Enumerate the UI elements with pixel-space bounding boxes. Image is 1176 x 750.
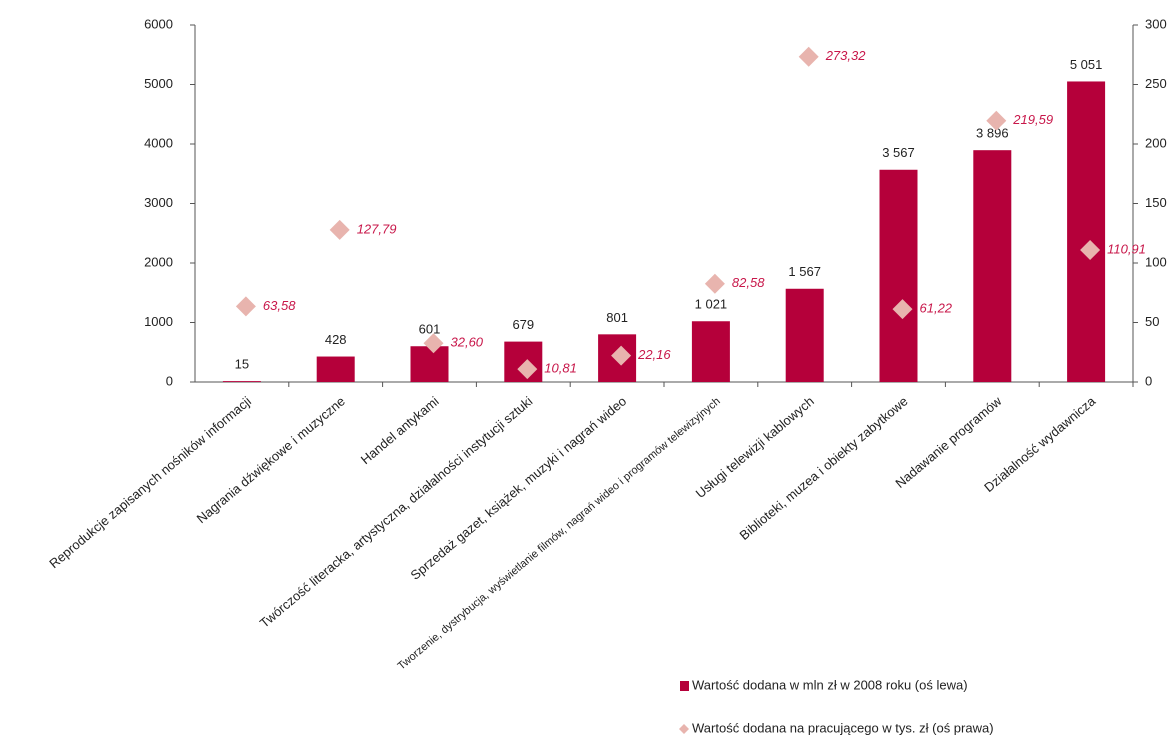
bar-value-label: 15 (235, 357, 249, 372)
bar (785, 288, 824, 382)
bar (879, 169, 918, 382)
marker-value-label: 219,59 (1012, 112, 1053, 127)
diamond-marker (329, 219, 350, 240)
y2-tick-label: 0 (1145, 373, 1152, 388)
diamond-marker (423, 333, 444, 354)
bar (1067, 81, 1106, 382)
bar-value-label: 1 021 (695, 297, 728, 312)
marker-value-label: 32,60 (451, 335, 484, 350)
y-tick-label: 3000 (144, 195, 173, 210)
bar-value-label: 3 896 (976, 126, 1009, 141)
bar-value-label: 601 (419, 322, 441, 337)
diamond-marker (986, 110, 1007, 131)
bar (973, 150, 1012, 382)
marker-value-label: 127,79 (357, 221, 397, 236)
x-tick-label: Tworzenie, dystrybucja, wyświetlanie fil… (396, 395, 723, 672)
y2-tick-label: 50 (1145, 314, 1159, 329)
y-tick-label: 6000 (144, 16, 173, 31)
marker-value-label: 82,58 (732, 275, 765, 290)
bar (316, 356, 355, 382)
bar-value-label: 1 567 (788, 264, 821, 279)
y2-tick-label: 150 (1145, 195, 1167, 210)
bar-value-label: 801 (606, 310, 628, 325)
diamond-marker (704, 273, 725, 294)
bar (504, 341, 543, 382)
legend-swatch (680, 681, 689, 691)
bar-value-label: 679 (512, 317, 534, 332)
diamond-marker (611, 345, 632, 366)
y-tick-label: 0 (166, 373, 173, 388)
x-tick-label: Biblioteki, muzea i obiekty zabytkowe (737, 393, 911, 542)
x-tick-label: Sprzedaż gazet, książek, muzyki i nagrań… (408, 393, 630, 582)
y2-tick-label: 100 (1145, 254, 1167, 269)
marker-value-label: 63,58 (263, 298, 296, 313)
y2-tick-label: 250 (1145, 76, 1167, 91)
x-tick-label: Handel antykami (358, 393, 442, 467)
bar (691, 321, 730, 382)
legend-label: Wartość dodana w mln zł w 2008 roku (oś … (692, 677, 968, 692)
diamond-marker (517, 359, 538, 380)
bar-value-label: 428 (325, 332, 347, 347)
bar-value-label: 5 051 (1070, 57, 1103, 72)
diamond-marker (235, 296, 256, 317)
marker-value-label: 110,91 (1107, 241, 1146, 256)
diamond-marker (798, 46, 819, 67)
x-tick-label: Reprodukcje zapisanych nośników informac… (46, 393, 254, 571)
y2-tick-label: 200 (1145, 135, 1167, 150)
y-tick-label: 1000 (144, 314, 173, 329)
bar (410, 346, 449, 382)
marker-value-label: 10,81 (544, 361, 577, 376)
marker-value-label: 273,32 (825, 48, 867, 63)
y-tick-label: 5000 (144, 76, 173, 91)
y-tick-label: 4000 (144, 135, 173, 150)
marker-value-label: 61,22 (920, 301, 953, 316)
bar-value-label: 3 567 (882, 145, 915, 160)
diamond-marker (892, 299, 913, 320)
diamond-marker (1080, 240, 1101, 261)
legend-label: Wartość dodana na pracującego w tys. zł … (692, 720, 994, 735)
marker-value-label: 22,16 (637, 347, 671, 362)
legend-swatch (679, 724, 689, 734)
x-tick-label: Nagrania dźwiękowe i muzyczne (194, 393, 348, 526)
x-tick-label: Nadawanie programów (892, 393, 1005, 491)
bar (222, 381, 261, 382)
y2-tick-label: 300 (1145, 16, 1167, 31)
y-tick-label: 2000 (144, 254, 173, 269)
